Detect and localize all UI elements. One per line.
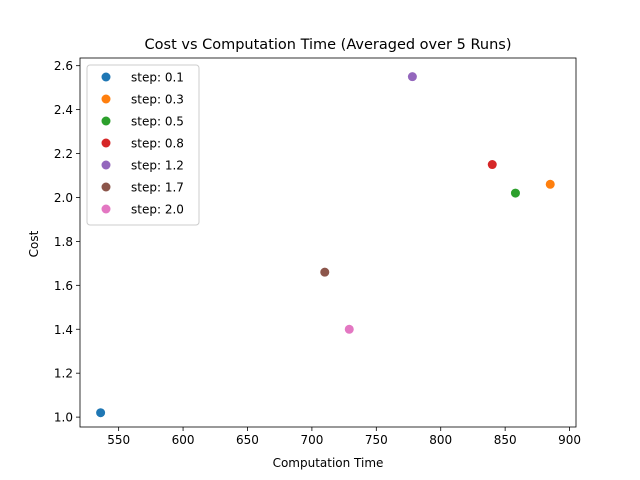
y-tick-label: 2.6 (54, 59, 73, 73)
legend-label: step: 0.5 (131, 115, 184, 129)
data-point (344, 324, 354, 334)
x-tick-label: 650 (236, 433, 259, 447)
data-point (407, 72, 417, 82)
legend-marker (101, 160, 111, 170)
legend-marker (101, 116, 111, 126)
legend-marker (101, 138, 111, 148)
legend-label: step: 1.2 (131, 159, 184, 173)
y-tick-label: 2.4 (54, 103, 73, 117)
y-axis-label: Cost (27, 230, 41, 257)
x-axis-label: Computation Time (273, 456, 384, 470)
legend-box (86, 64, 200, 226)
legend-label: step: 0.1 (131, 71, 184, 85)
legend: step: 0.1 step: 0.3 step: 0.5 step: 0.8 step… (86, 64, 200, 226)
x-tick-label: 750 (365, 433, 388, 447)
legend-marker (101, 72, 111, 82)
y-tick-label: 2.0 (54, 191, 73, 205)
chart-title: Cost vs Computation Time (Averaged over … (145, 37, 512, 53)
x-tick-label: 900 (558, 433, 581, 447)
data-point (487, 160, 497, 170)
data-point (545, 179, 555, 189)
y-tick-label: 1.6 (54, 279, 73, 293)
data-point (510, 188, 520, 198)
x-tick-label: 550 (107, 433, 130, 447)
y-tick-label: 1.2 (54, 367, 73, 381)
data-point (320, 267, 330, 277)
x-tick-label: 600 (172, 433, 195, 447)
legend-label: step: 0.8 (131, 137, 184, 151)
data-point (96, 408, 106, 418)
y-tick-label: 1.4 (54, 323, 73, 337)
x-tick-label: 850 (494, 433, 517, 447)
y-tick-label: 1.0 (54, 411, 73, 425)
plot-area: 550 600 650 700 750 800 850 900 1.0 1.2 1.4 1.6 1.8 2… (54, 57, 581, 447)
legend-marker (101, 182, 111, 192)
y-tick-label: 1.8 (54, 235, 73, 249)
axes-frame (79, 57, 577, 428)
legend-marker (101, 204, 111, 214)
x-tick-label: 700 (300, 433, 323, 447)
legend-label: step: 1.7 (131, 181, 184, 195)
x-tick-label: 800 (429, 433, 452, 447)
y-tick-label: 2.2 (54, 147, 73, 161)
legend-label: step: 0.3 (131, 93, 184, 107)
legend-label: step: 2.0 (131, 203, 184, 217)
legend-marker (101, 94, 111, 104)
